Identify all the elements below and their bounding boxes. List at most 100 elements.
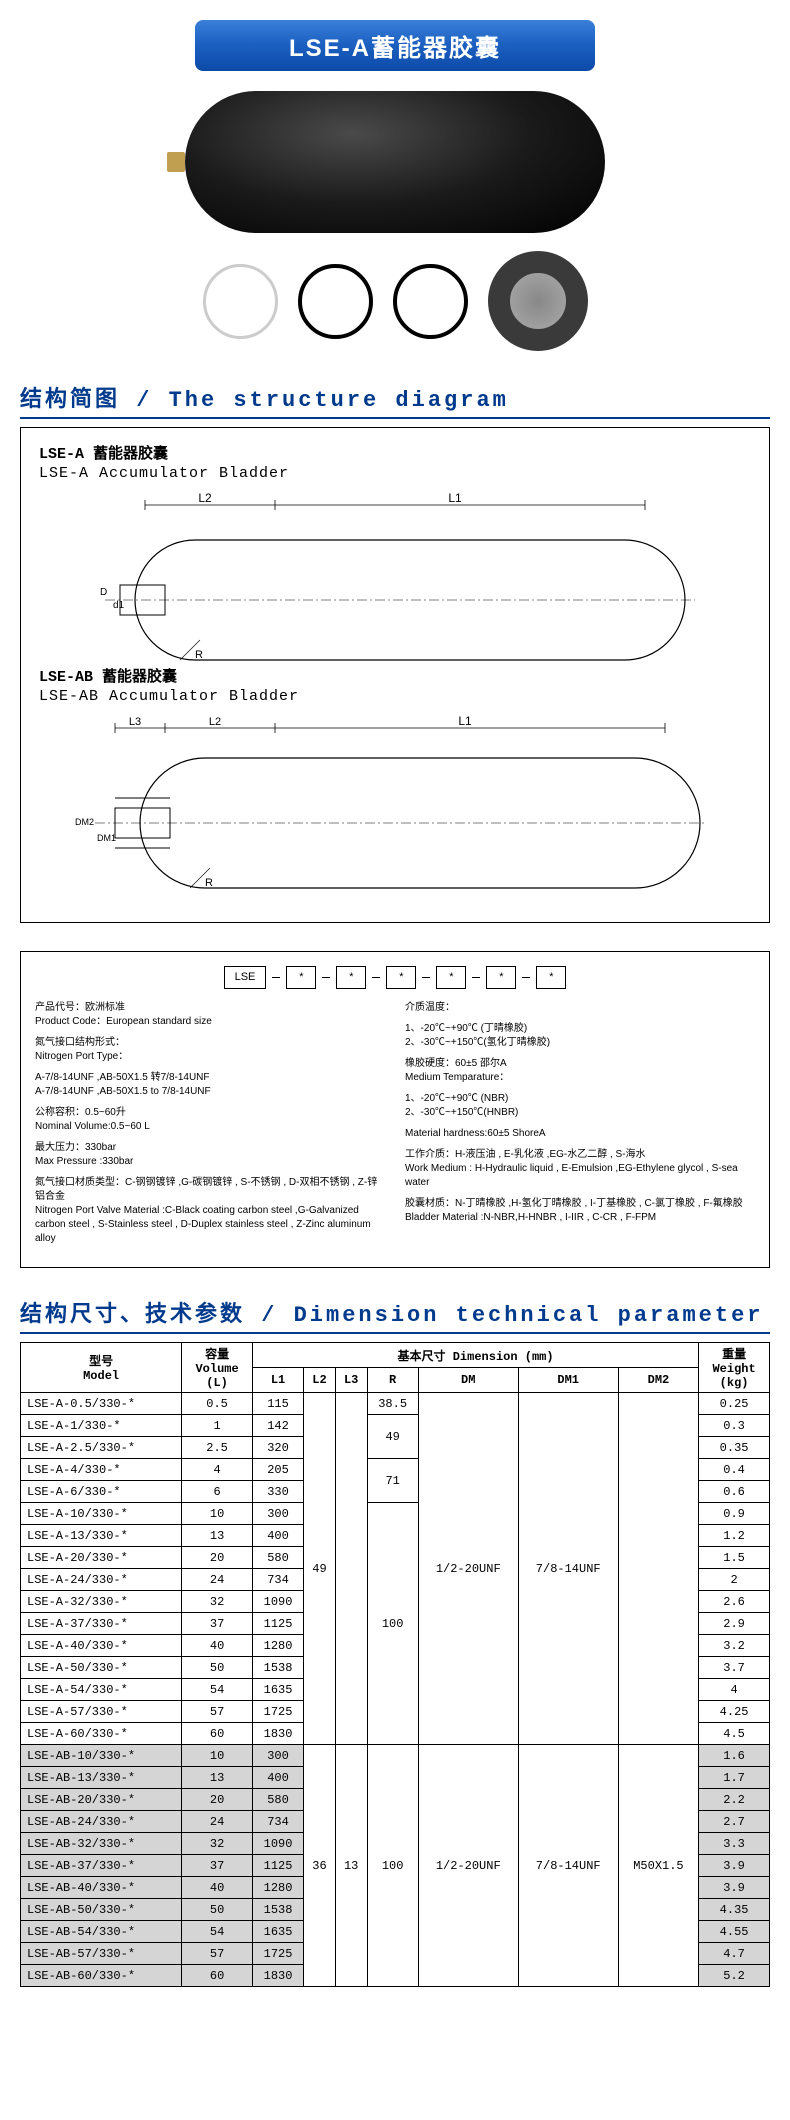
cell-l3: 13: [335, 1745, 367, 1987]
cell-l1: 1280: [252, 1877, 303, 1899]
spec-item: A-7/8-14UNF ,AB-50X1.5 转7/8-14UNFA-7/8-1…: [35, 1071, 385, 1099]
cell-l1: 1830: [252, 1965, 303, 1987]
svg-text:R: R: [205, 877, 213, 889]
cell-l1: 142: [252, 1415, 303, 1437]
th-dim: 基本尺寸 Dimension (mm): [252, 1343, 698, 1368]
th-l2: L2: [304, 1368, 336, 1393]
cell-model: LSE-A-2.5/330-*: [21, 1437, 182, 1459]
spec-box: LSE * * * * * * 产品代号：欧洲标准Product Code：Eu…: [20, 951, 770, 1268]
drawing-ab: L3 L2 L1 DM2 DM1 R: [39, 713, 751, 908]
cell-r: 100: [367, 1503, 418, 1745]
diag-a-cn: LSE-A 蓄能器胶囊: [39, 442, 751, 463]
spec-item: 介质温度：: [405, 1001, 755, 1015]
cell-l1: 400: [252, 1767, 303, 1789]
cell-l2: 49: [304, 1393, 336, 1745]
cell-vol: 60: [182, 1723, 253, 1745]
cell-vol: 50: [182, 1899, 253, 1921]
cell-dm1: 7/8-14UNF: [518, 1393, 618, 1745]
spec-code-5: *: [486, 966, 516, 989]
cell-weight: 4.7: [699, 1943, 770, 1965]
section-dimension-title: 结构尺寸、技术参数 / Dimension technical paramete…: [20, 1296, 770, 1334]
cell-weight: 4.5: [699, 1723, 770, 1745]
cell-vol: 2.5: [182, 1437, 253, 1459]
cell-l1: 1090: [252, 1591, 303, 1613]
cell-weight: 0.9: [699, 1503, 770, 1525]
cell-weight: 1.7: [699, 1767, 770, 1789]
ring-white-icon: [203, 264, 278, 339]
table-row: LSE-A-0.5/330-*0.51154938.51/2-20UNF7/8-…: [21, 1393, 770, 1415]
cell-weight: 1.2: [699, 1525, 770, 1547]
structure-diagram-box: LSE-A 蓄能器胶囊 LSE-A Accumulator Bladder L2…: [20, 427, 770, 923]
cell-vol: 20: [182, 1789, 253, 1811]
o-rings: [203, 251, 588, 351]
cell-l1: 734: [252, 1811, 303, 1833]
svg-text:DM1: DM1: [97, 833, 116, 843]
svg-text:DM2: DM2: [75, 817, 94, 827]
cell-model: LSE-AB-24/330-*: [21, 1811, 182, 1833]
spec-item: 产品代号：欧洲标准Product Code：European standard …: [35, 1001, 385, 1029]
cell-vol: 57: [182, 1701, 253, 1723]
cell-model: LSE-AB-20/330-*: [21, 1789, 182, 1811]
spec-item: 氮气接口结构形式：Nitrogen Port Type：: [35, 1036, 385, 1064]
drawing-a: L2 L1 D d1 R: [39, 490, 751, 665]
cell-r: 49: [367, 1415, 418, 1459]
cell-model: LSE-A-13/330-*: [21, 1525, 182, 1547]
ring-wide-icon: [488, 251, 588, 351]
svg-text:L1: L1: [448, 491, 462, 505]
cell-model: LSE-A-54/330-*: [21, 1679, 182, 1701]
th-weight: 重量 Weight (kg): [699, 1343, 770, 1393]
cell-model: LSE-A-50/330-*: [21, 1657, 182, 1679]
cell-model: LSE-AB-60/330-*: [21, 1965, 182, 1987]
cell-model: LSE-AB-54/330-*: [21, 1921, 182, 1943]
cell-l1: 1635: [252, 1679, 303, 1701]
cell-weight: 4.25: [699, 1701, 770, 1723]
cell-weight: 4.35: [699, 1899, 770, 1921]
spec-item: 橡胶硬度：60±5 邵尔AMedium Temparature：: [405, 1057, 755, 1085]
cell-l1: 300: [252, 1503, 303, 1525]
cell-weight: 3.9: [699, 1855, 770, 1877]
cell-vol: 6: [182, 1481, 253, 1503]
cell-model: LSE-AB-40/330-*: [21, 1877, 182, 1899]
cell-dm: 1/2-20UNF: [418, 1393, 518, 1745]
cell-weight: 2: [699, 1569, 770, 1591]
cell-l3: [335, 1393, 367, 1745]
cell-vol: 20: [182, 1547, 253, 1569]
cell-model: LSE-AB-37/330-*: [21, 1855, 182, 1877]
cell-l1: 580: [252, 1789, 303, 1811]
cell-vol: 54: [182, 1921, 253, 1943]
spec-code-0: LSE: [224, 966, 267, 989]
cell-vol: 13: [182, 1525, 253, 1547]
cell-l1: 300: [252, 1745, 303, 1767]
bladder-illustration: [185, 91, 605, 233]
section-structure-title: 结构简图 / The structure diagram: [20, 381, 770, 419]
cell-model: LSE-A-10/330-*: [21, 1503, 182, 1525]
cell-weight: 0.4: [699, 1459, 770, 1481]
cell-model: LSE-A-40/330-*: [21, 1635, 182, 1657]
diag-ab-cn: LSE-AB 蓄能器胶囊: [39, 665, 751, 686]
cell-l1: 1090: [252, 1833, 303, 1855]
cell-vol: 32: [182, 1591, 253, 1613]
cell-dm2: [618, 1393, 698, 1745]
cell-weight: 2.7: [699, 1811, 770, 1833]
page-title: LSE-A蓄能器胶囊: [195, 20, 595, 71]
th-dm1: DM1: [518, 1368, 618, 1393]
diag-ab-en: LSE-AB Accumulator Bladder: [39, 688, 751, 705]
cell-model: LSE-AB-50/330-*: [21, 1899, 182, 1921]
th-dm2: DM2: [618, 1368, 698, 1393]
cell-l1: 205: [252, 1459, 303, 1481]
cell-weight: 2.6: [699, 1591, 770, 1613]
svg-text:L1: L1: [458, 714, 472, 728]
svg-text:D: D: [100, 587, 107, 598]
cell-weight: 2.2: [699, 1789, 770, 1811]
spec-code-6: *: [536, 966, 566, 989]
cell-l1: 1538: [252, 1657, 303, 1679]
cell-vol: 4: [182, 1459, 253, 1481]
cell-model: LSE-AB-57/330-*: [21, 1943, 182, 1965]
cell-vol: 13: [182, 1767, 253, 1789]
cell-r: 38.5: [367, 1393, 418, 1415]
cell-r: 71: [367, 1459, 418, 1503]
cell-weight: 4: [699, 1679, 770, 1701]
cell-weight: 2.9: [699, 1613, 770, 1635]
svg-text:L3: L3: [129, 716, 141, 728]
svg-text:d1: d1: [113, 600, 125, 611]
